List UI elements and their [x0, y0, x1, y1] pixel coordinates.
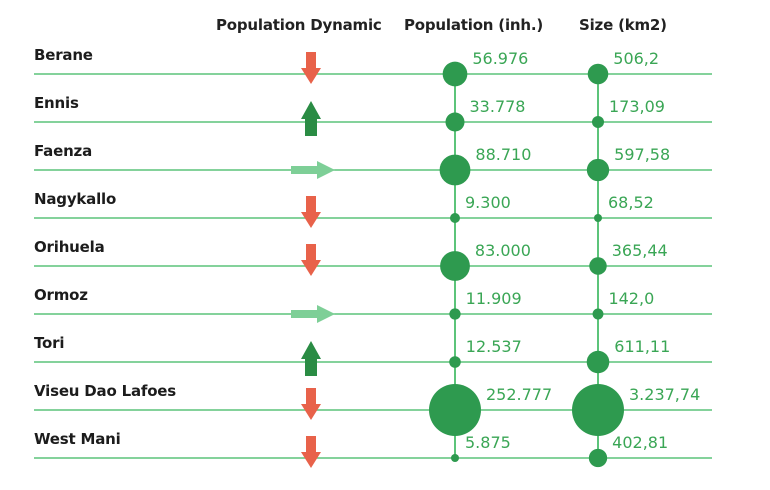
row-name-label: Faenza	[34, 142, 92, 160]
size-value-label: 611,11	[614, 337, 671, 356]
row-name-label: Berane	[34, 46, 93, 64]
size-value-label: 68,52	[608, 193, 654, 212]
arrow-up-icon	[301, 341, 321, 376]
arrow-down-icon	[301, 436, 321, 468]
size-value-label: 597,58	[614, 145, 671, 164]
row-name-label: Ormoz	[34, 286, 88, 304]
size-bubble	[587, 63, 609, 85]
population-value-label: 56.976	[472, 49, 529, 68]
population-value-label: 88.710	[475, 145, 532, 164]
population-bubble	[440, 251, 470, 281]
size-bubble	[589, 257, 607, 275]
population-bubble	[445, 112, 465, 132]
size-value-label: 3.237,74	[629, 385, 701, 404]
row-name-label: Ennis	[34, 94, 79, 112]
population-bubble	[449, 308, 461, 320]
row-name-label: Tori	[34, 334, 65, 352]
arrow-down-icon	[301, 52, 321, 84]
arrow-right-icon	[291, 161, 335, 179]
population-bubble	[450, 213, 460, 223]
arrow-down-icon	[301, 244, 321, 276]
population-value-label: 9.300	[465, 193, 511, 212]
arrow-right-icon	[291, 305, 335, 323]
population-bubble	[429, 384, 481, 436]
population-bubble	[451, 454, 459, 462]
header-population-dynamic: Population Dynamic	[216, 16, 382, 34]
size-bubble	[588, 448, 608, 468]
population-value-label: 83.000	[474, 241, 531, 260]
size-value-label: 365,44	[611, 241, 668, 260]
population-value-label: 252.777	[486, 385, 553, 404]
row-name-label: West Mani	[34, 430, 121, 448]
row-name-label: Orihuela	[34, 238, 105, 256]
population-bubble	[449, 356, 461, 368]
row-name-label: Viseu Dao Lafoes	[34, 382, 177, 400]
arrow-up-icon	[301, 101, 321, 136]
row-name-label: Nagykallo	[34, 190, 117, 208]
header-population: Population (inh.)	[404, 16, 544, 34]
size-bubble	[586, 158, 610, 182]
population-value-label: 12.537	[465, 337, 522, 356]
size-value-label: 506,2	[613, 49, 660, 68]
population-value-label: 5.875	[465, 433, 511, 452]
arrow-down-icon	[301, 388, 321, 420]
header-size: Size (km2)	[579, 16, 667, 34]
population-value-label: 11.909	[465, 289, 522, 308]
size-bubble	[586, 350, 610, 374]
population-value-label: 33.778	[469, 97, 526, 116]
population-bubble	[439, 154, 471, 186]
size-bubble	[592, 308, 604, 320]
size-value-label: 142,0	[608, 289, 655, 308]
size-bubble	[594, 214, 602, 222]
size-value-label: 402,81	[612, 433, 669, 452]
arrow-down-icon	[301, 196, 321, 228]
size-bubble	[572, 384, 624, 436]
size-value-label: 173,09	[609, 97, 665, 116]
size-bubble	[591, 115, 605, 129]
population-bubble	[442, 61, 468, 87]
